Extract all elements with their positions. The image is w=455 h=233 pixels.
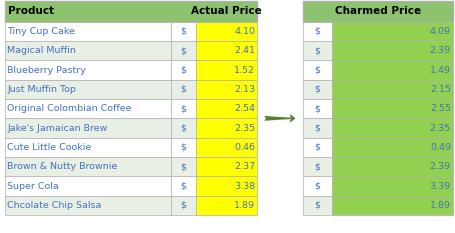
Text: 2.41: 2.41 [234,46,255,55]
Text: 2.37: 2.37 [234,162,255,171]
Text: Tiny Cup Cake: Tiny Cup Cake [7,27,75,36]
Text: 2.15: 2.15 [430,85,451,94]
Text: $: $ [180,123,186,133]
Text: Blueberry Pastry: Blueberry Pastry [7,65,86,75]
Text: $: $ [180,162,186,171]
Text: Cute Little Cookie: Cute Little Cookie [7,143,91,152]
Text: $: $ [314,85,320,94]
Text: 1.52: 1.52 [234,65,255,75]
Text: 4.09: 4.09 [430,27,451,36]
Text: $: $ [314,182,320,191]
Text: $: $ [314,123,320,133]
Text: 0.49: 0.49 [430,143,451,152]
Text: 2.39: 2.39 [430,46,451,55]
Text: $: $ [314,27,320,36]
Text: $: $ [180,182,186,191]
Text: 2.35: 2.35 [234,123,255,133]
Text: $: $ [180,65,186,75]
Text: 1.89: 1.89 [430,201,451,210]
Text: $: $ [180,46,186,55]
Text: Chcolate Chip Salsa: Chcolate Chip Salsa [7,201,101,210]
Text: 2.35: 2.35 [430,123,451,133]
Text: $: $ [180,85,186,94]
Text: Jake's Jamaican Brew: Jake's Jamaican Brew [7,123,108,133]
Text: Brown & Nutty Brownie: Brown & Nutty Brownie [7,162,117,171]
Text: $: $ [314,65,320,75]
Text: 4.10: 4.10 [234,27,255,36]
Text: $: $ [314,143,320,152]
Text: $: $ [314,201,320,210]
Text: $: $ [314,104,320,113]
Text: $: $ [180,27,186,36]
Text: Just Muffin Top: Just Muffin Top [7,85,76,94]
Text: Super Cola: Super Cola [7,182,59,191]
Text: 2.54: 2.54 [234,104,255,113]
Text: 3.38: 3.38 [234,182,255,191]
Text: 2.39: 2.39 [430,162,451,171]
Text: Original Colombian Coffee: Original Colombian Coffee [7,104,132,113]
Text: Product: Product [8,7,54,16]
Text: Actual Price: Actual Price [191,7,262,16]
Text: $: $ [314,46,320,55]
Text: 2.13: 2.13 [234,85,255,94]
Text: $: $ [314,162,320,171]
Text: $: $ [180,201,186,210]
Text: 1.49: 1.49 [430,65,451,75]
Text: Magical Muffin: Magical Muffin [7,46,76,55]
Text: 0.46: 0.46 [234,143,255,152]
Text: 2.55: 2.55 [430,104,451,113]
Text: 3.39: 3.39 [430,182,451,191]
Text: Charmed Price: Charmed Price [334,7,421,16]
Text: 1.89: 1.89 [234,201,255,210]
Text: $: $ [180,143,186,152]
Text: $: $ [180,104,186,113]
